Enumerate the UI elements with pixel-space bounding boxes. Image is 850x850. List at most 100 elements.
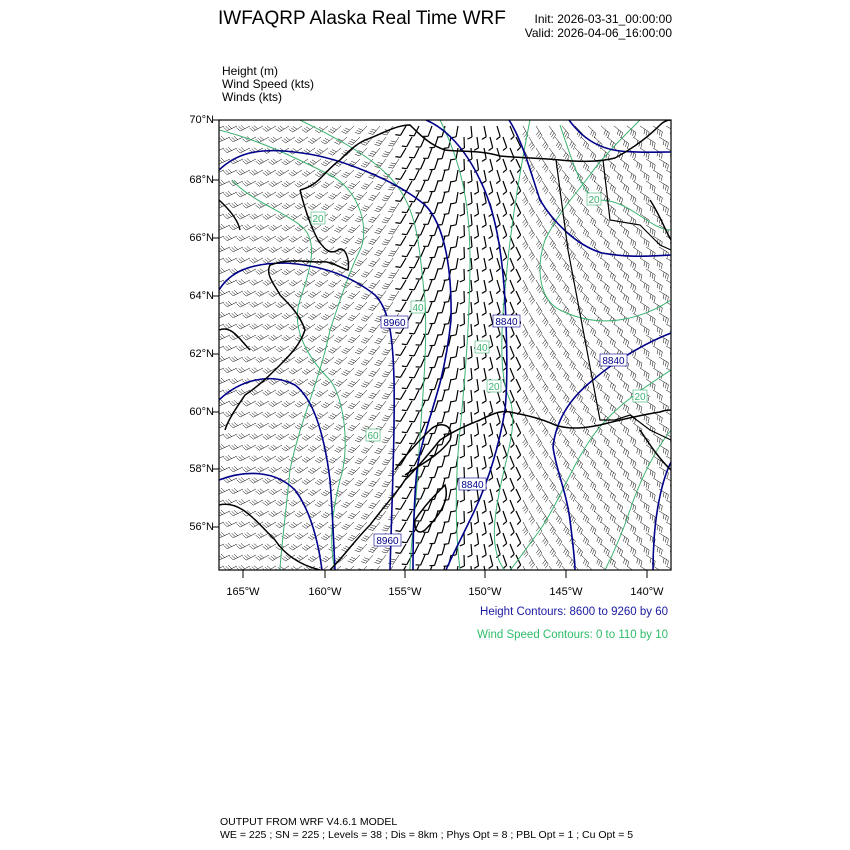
height-contour-label: 8960 (380, 315, 409, 329)
height-contour (508, 120, 671, 258)
wind-barb (429, 312, 439, 325)
wind-barb (548, 191, 556, 206)
wind-barb (467, 125, 473, 140)
wind-barb (275, 301, 290, 309)
wind-barb (652, 411, 663, 423)
wind-barb (502, 158, 508, 174)
wind-speed-contour-labels: 20 20 40 40 20 60 20 (310, 192, 648, 442)
wind-barb (459, 422, 465, 437)
wind-barb (236, 191, 251, 198)
wind-barb (341, 323, 355, 332)
wind-barb (307, 158, 322, 166)
wind-barb (473, 356, 480, 371)
wind-barb (314, 279, 329, 288)
wind-barb (541, 532, 549, 547)
wind-barb (473, 202, 480, 217)
wind-barb (548, 389, 556, 404)
wind-barb (262, 323, 277, 330)
wind-barb (502, 202, 508, 218)
wind-barb (443, 290, 452, 303)
wind-barb (347, 180, 361, 190)
wind-speed-contour (604, 429, 671, 570)
wind-barb (613, 235, 623, 248)
wind-barb (528, 136, 535, 151)
wind-barb (307, 224, 322, 232)
wind-barb (459, 158, 465, 173)
wind-barb (567, 246, 576, 260)
wind-barb (495, 345, 501, 361)
wind-barb (473, 400, 480, 415)
wind-barb (347, 246, 361, 256)
wind-barb (574, 477, 583, 491)
wind-barb (223, 322, 238, 329)
wind-barb (301, 235, 316, 243)
wind-barb (401, 532, 413, 544)
wind-barb (229, 466, 244, 473)
map-frame (218, 119, 672, 571)
wind-barb (619, 180, 630, 193)
wind-barb (541, 136, 549, 151)
wind-barb (437, 213, 446, 226)
wind-barb (481, 301, 487, 316)
wind-barb (580, 268, 590, 282)
wind-barb (509, 499, 515, 515)
wind-barb (645, 356, 656, 368)
wind-barb (409, 433, 420, 445)
wind-barb (456, 565, 459, 570)
wind-barb (341, 499, 355, 508)
wind-barb (361, 224, 374, 234)
wind-barb (561, 345, 570, 359)
wind-barb (528, 158, 535, 173)
wind-barb (395, 543, 407, 554)
wind-barb (328, 125, 342, 134)
valid-time: Valid: 2026-04-06_16:00:00 (524, 26, 672, 40)
wind-barb (613, 169, 623, 182)
wind-barb (502, 422, 508, 438)
wind-barb (275, 213, 290, 221)
wind-barb (294, 400, 309, 408)
wind-barb (314, 235, 329, 244)
wind-barb (354, 455, 368, 465)
wind-barb (437, 543, 446, 556)
wind-barb (632, 224, 643, 237)
wind-barb (626, 499, 637, 512)
wind-barb (223, 520, 238, 527)
wind-barb (341, 455, 355, 464)
wind-barb (473, 224, 480, 239)
wind-barb (554, 488, 563, 503)
wind-barb (515, 290, 522, 306)
wind-barb (242, 554, 257, 561)
wind-barb (658, 554, 669, 566)
wind-barb (381, 521, 394, 532)
wind-barb (388, 444, 400, 455)
wind-barb (354, 345, 368, 355)
wind-barb (423, 323, 433, 335)
wind-barb (561, 367, 570, 381)
wind-barb (639, 345, 650, 358)
wind-barb (388, 158, 400, 169)
wind-barb (451, 389, 459, 403)
coastline (329, 409, 671, 570)
wind-barb (509, 345, 515, 361)
wind-barb (606, 378, 616, 391)
wind-barb (395, 125, 407, 136)
wind-barb (423, 257, 433, 269)
wind-barb (415, 224, 426, 236)
wind-barb (294, 136, 309, 144)
wind-barb (473, 422, 480, 437)
wind-barb (219, 135, 231, 142)
wind-barb (515, 444, 522, 460)
wind-barb (613, 191, 623, 204)
wind-barb (219, 499, 225, 503)
wind-barb (288, 543, 303, 551)
wind-barb (255, 136, 270, 143)
wind-barb (619, 488, 630, 501)
height-contour-label: 8840 (599, 353, 628, 367)
wind-barb (567, 422, 576, 436)
wind-barb (381, 411, 394, 422)
wind-barb (554, 378, 563, 393)
wind-barb (619, 466, 630, 479)
wind-barb (294, 356, 309, 364)
wind-barb (626, 543, 637, 556)
wind-barb (502, 444, 508, 460)
